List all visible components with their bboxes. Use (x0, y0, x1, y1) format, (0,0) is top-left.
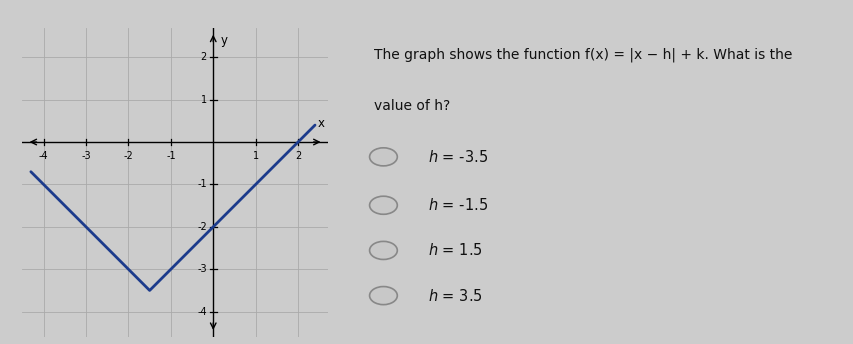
Text: $h$ = 1.5: $h$ = 1.5 (427, 243, 482, 258)
Text: $h$ = 3.5: $h$ = 3.5 (427, 288, 482, 304)
Text: x: x (317, 117, 324, 130)
Text: -1: -1 (165, 151, 176, 161)
Text: -4: -4 (197, 307, 206, 317)
Text: -3: -3 (81, 151, 90, 161)
Circle shape (369, 287, 397, 305)
Text: -2: -2 (124, 151, 133, 161)
Text: value of h?: value of h? (373, 99, 450, 113)
Text: -2: -2 (197, 222, 206, 232)
Text: 1: 1 (200, 95, 206, 105)
Text: $h$ = -1.5: $h$ = -1.5 (427, 197, 488, 213)
Text: -4: -4 (38, 151, 49, 161)
Circle shape (369, 148, 397, 166)
Text: 2: 2 (200, 52, 206, 62)
Text: 2: 2 (294, 151, 301, 161)
Text: The graph shows the function f(x) = |x − h| + k. What is the: The graph shows the function f(x) = |x −… (373, 47, 791, 62)
Text: y: y (221, 34, 228, 47)
Text: -1: -1 (197, 180, 206, 190)
Text: $h$ = -3.5: $h$ = -3.5 (427, 149, 488, 165)
Circle shape (369, 241, 397, 259)
Circle shape (369, 196, 397, 214)
Text: -3: -3 (197, 264, 206, 274)
Text: 1: 1 (252, 151, 258, 161)
